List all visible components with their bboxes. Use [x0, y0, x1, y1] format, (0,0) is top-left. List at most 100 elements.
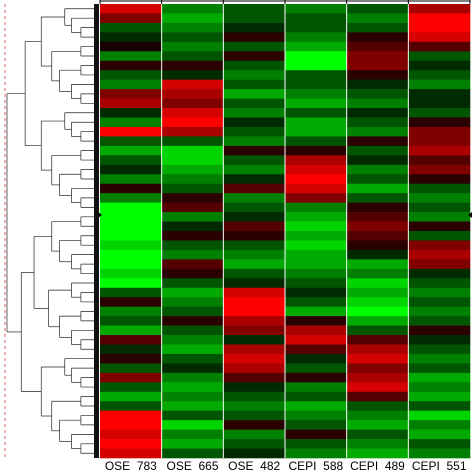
heatmap-cell	[408, 126, 471, 137]
heatmap-cell	[100, 448, 162, 459]
side-marker	[98, 212, 102, 218]
heatmap-cell	[100, 268, 162, 279]
heatmap-cell	[161, 70, 224, 80]
heatmap-cell	[408, 306, 471, 317]
heatmap-cell	[408, 382, 471, 393]
heatmap-cell	[161, 4, 224, 14]
heatmap-cell	[408, 155, 471, 166]
heatmap-cell	[285, 13, 347, 24]
heatmap-cell	[346, 117, 409, 128]
column-label: OSE 665	[166, 459, 218, 473]
heatmap-cell	[161, 410, 224, 421]
heatmap-cell	[100, 429, 162, 440]
heatmap-cell	[346, 410, 409, 421]
heatmap-cell	[346, 193, 409, 203]
heatmap-cell	[346, 287, 409, 298]
heatmap-cell	[223, 126, 286, 137]
heatmap-cell	[346, 212, 409, 222]
heatmap-cell	[285, 306, 347, 317]
heatmap-cell	[100, 249, 162, 260]
heatmap-cell	[346, 126, 409, 137]
heatmap-cell	[408, 32, 471, 43]
heatmap-cell	[285, 335, 347, 345]
heatmap-cell	[408, 145, 471, 156]
heatmap-cell	[223, 183, 286, 194]
heatmap-cell	[161, 316, 224, 326]
heatmap-cell	[223, 145, 286, 156]
heatmap-cell	[285, 221, 347, 232]
heatmap-cell	[223, 363, 286, 374]
heatmap-cell	[285, 268, 347, 279]
heatmap-cell	[223, 89, 286, 99]
heatmap-cell	[408, 401, 471, 412]
column-label: CEPI 551	[412, 459, 467, 473]
heatmap-cell	[100, 344, 162, 355]
heatmap-cell	[346, 306, 409, 317]
heatmap-cell	[100, 335, 162, 345]
heatmap-cell	[223, 391, 286, 402]
heatmap-cell	[346, 108, 409, 118]
heatmap-cell	[100, 439, 162, 449]
heatmap-cell	[346, 136, 409, 147]
heatmap-cell	[408, 136, 471, 147]
heatmap-cell	[223, 98, 286, 109]
heatmap-cell	[346, 401, 409, 412]
heatmap-cell	[285, 231, 347, 241]
heatmap-cell	[346, 297, 409, 307]
heatmap-cell	[408, 79, 471, 90]
heatmap-cell	[346, 70, 409, 80]
heatmap-cell	[223, 202, 286, 213]
heatmap-cell	[346, 13, 409, 24]
heatmap-cell	[161, 136, 224, 147]
heatmap-cell	[346, 363, 409, 374]
heatmap-cell	[161, 79, 224, 90]
heatmap-cell	[161, 325, 224, 336]
heatmap-cell	[161, 278, 224, 289]
heatmap-cell	[346, 79, 409, 90]
heatmap-cell	[408, 108, 471, 118]
heatmap-cell	[285, 41, 347, 52]
heatmap-cell	[161, 126, 224, 137]
heatmap-cell	[285, 51, 347, 62]
heatmap-cell	[223, 325, 286, 336]
heatmap-cell	[346, 183, 409, 194]
heatmap-cell	[223, 240, 286, 251]
heatmap-cell	[100, 410, 162, 421]
heatmap-cell	[285, 117, 347, 128]
column-label: CEPI 489	[350, 459, 405, 473]
heatmap-cell	[223, 420, 286, 430]
heatmap-cell	[408, 221, 471, 232]
heatmap-cell	[285, 70, 347, 80]
column-label: OSE 783	[105, 459, 157, 473]
heatmap-cell	[100, 297, 162, 307]
heatmap-cell	[223, 4, 286, 14]
heatmap-cell	[346, 202, 409, 213]
heatmap-cell	[223, 60, 286, 71]
heatmap-cell	[223, 448, 286, 459]
heatmap-cell	[346, 98, 409, 109]
heatmap-cell	[408, 278, 471, 289]
heatmap-cell	[346, 60, 409, 71]
heatmap-cell	[161, 22, 224, 33]
heatmap-cell	[285, 183, 347, 194]
heatmap-cell	[161, 145, 224, 156]
heatmap-cell	[223, 108, 286, 118]
heatmap-cell	[161, 306, 224, 317]
heatmap-cell	[285, 212, 347, 222]
heatmap-cell	[223, 335, 286, 345]
heatmap-cell	[161, 287, 224, 298]
heatmap-cell	[285, 164, 347, 175]
heatmap-cell	[408, 335, 471, 345]
heatmap-cell	[100, 41, 162, 52]
heatmap-cell	[285, 174, 347, 185]
heatmap-cell	[346, 155, 409, 166]
heatmap-cell	[100, 79, 162, 90]
heatmap-cell	[285, 439, 347, 449]
heatmap-cell	[161, 297, 224, 307]
column-label: OSE 482	[228, 459, 280, 473]
heatmap-cell	[285, 202, 347, 213]
heatmap-cell	[100, 240, 162, 251]
heatmap-cell	[100, 183, 162, 194]
heatmap-cell	[161, 353, 224, 364]
